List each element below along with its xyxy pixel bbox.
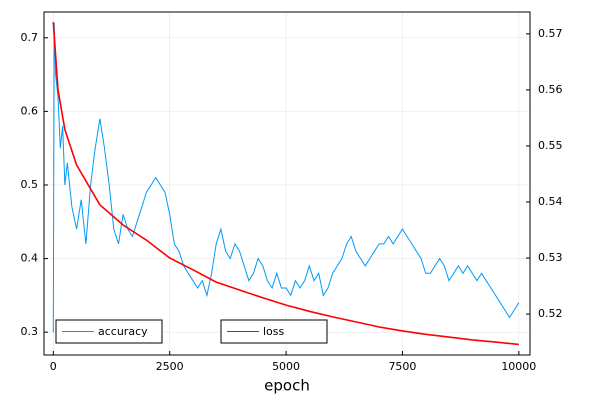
x-tick-label: 0 [50, 360, 57, 373]
y-tick-label: 0.4 [21, 252, 39, 265]
x-tick-label: 10000 [501, 360, 536, 373]
legend-label: loss [263, 325, 285, 338]
y-tick-label: 0.7 [21, 31, 39, 44]
y-tick-label: 0.6 [21, 104, 39, 117]
y2-tick-label: 0.53 [538, 251, 563, 264]
x-tick-label: 2500 [156, 360, 184, 373]
series-line [52, 22, 519, 346]
y-tick-label: 0.3 [21, 325, 39, 338]
legend-box [55, 319, 163, 344]
x-axis-label: epoch [264, 377, 310, 395]
series-line [52, 22, 520, 333]
y2-tick-label: 0.54 [538, 195, 563, 208]
x-tick-label: 5000 [272, 360, 300, 373]
plot-frame [43, 11, 531, 356]
y-tick-label: 0.5 [21, 178, 39, 191]
y2-tick-label: 0.55 [538, 139, 563, 152]
x-tick-label: 7500 [388, 360, 416, 373]
y2-tick-label: 0.56 [538, 83, 563, 96]
legend-label: accuracy [98, 325, 148, 338]
y2-tick-label: 0.52 [538, 307, 563, 320]
y2-tick-label: 0.57 [538, 27, 563, 40]
legend-box [220, 319, 328, 344]
